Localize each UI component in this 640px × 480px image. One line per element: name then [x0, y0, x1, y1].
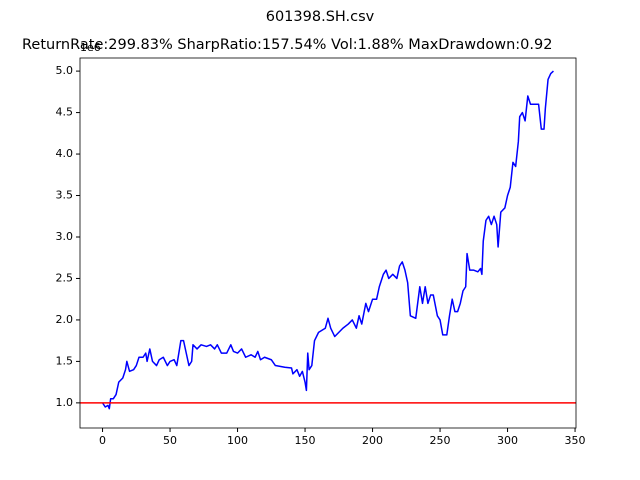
x-tick-label: 0	[99, 434, 106, 447]
x-tick-label: 250	[430, 434, 451, 447]
y-tick-label: 2.5	[56, 271, 74, 284]
y-tick-label: 3.5	[56, 189, 74, 202]
x-tick-label: 150	[295, 434, 316, 447]
y-tick-label: 1.5	[56, 354, 74, 367]
y-tick-label: 4.0	[56, 147, 74, 160]
chart-subtitle: ReturnRate:299.83% SharpRatio:157.54% Vo…	[22, 37, 552, 53]
x-tick-label: 350	[565, 434, 586, 447]
y-tick-label: 1.0	[56, 396, 74, 409]
plot-frame	[79, 57, 577, 429]
x-tick-label: 300	[497, 434, 518, 447]
chart-title: 601398.SH.csv	[266, 9, 375, 25]
data-line	[101, 70, 554, 410]
offset-text: 1e6	[80, 41, 101, 54]
x-tick-label: 100	[227, 434, 248, 447]
y-tick-label: 3.0	[56, 230, 74, 243]
y-tick-label: 4.5	[56, 106, 74, 119]
x-tick-label: 50	[163, 434, 177, 447]
x-tick-label: 200	[362, 434, 383, 447]
y-tick-label: 5.0	[56, 64, 74, 77]
y-tick-label: 2.0	[56, 313, 74, 326]
